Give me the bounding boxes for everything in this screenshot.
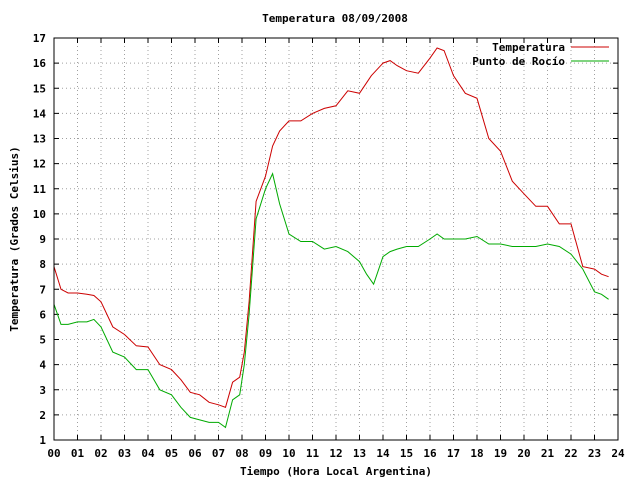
chart-title: Temperatura 08/09/2008 — [262, 12, 408, 25]
y-tick-label: 4 — [39, 359, 46, 372]
y-tick-label: 11 — [33, 183, 47, 196]
x-tick-label: 16 — [423, 447, 437, 460]
y-tick-label: 8 — [39, 258, 46, 271]
y-tick-label: 12 — [33, 158, 46, 171]
x-tick-label: 02 — [94, 447, 107, 460]
x-tick-label: 24 — [611, 447, 625, 460]
plot-frame — [53, 37, 619, 441]
legend-label-1: Punto de Rocío — [472, 55, 565, 68]
y-tick-label: 9 — [39, 233, 46, 246]
y-tick-label: 5 — [39, 334, 46, 347]
series-layer — [53, 47, 609, 429]
x-tick-label: 20 — [517, 447, 530, 460]
y-tick-label: 14 — [33, 107, 47, 120]
y-tick-label: 7 — [39, 283, 46, 296]
x-tick-label: 14 — [376, 447, 390, 460]
x-tick-label: 21 — [541, 447, 555, 460]
x-tick-label: 09 — [259, 447, 272, 460]
y-tick-label: 15 — [33, 82, 46, 95]
y-tick-label: 17 — [33, 32, 46, 45]
x-tick-label: 07 — [212, 447, 225, 460]
x-tick-label: 01 — [71, 447, 85, 460]
x-tick-label: 11 — [306, 447, 320, 460]
x-tick-label: 13 — [353, 447, 366, 460]
tick-layer: 00 01 02 03 04 05 06 07 08 09 10 11 12 13 14 15 16 17 18 19… — [33, 32, 625, 460]
x-tick-label: 00 — [47, 447, 60, 460]
x-tick-label: 10 — [282, 447, 295, 460]
x-tick-label: 23 — [588, 447, 601, 460]
y-tick-label: 2 — [39, 409, 46, 422]
y-tick-label: 3 — [39, 384, 46, 397]
y-axis-title: Temperatura (Grados Celsius) — [8, 146, 21, 331]
x-tick-label: 12 — [329, 447, 342, 460]
x-tick-label: 19 — [494, 447, 507, 460]
legend-label-0: Temperatura — [492, 41, 565, 54]
x-tick-label: 03 — [118, 447, 131, 460]
y-tick-label: 10 — [33, 208, 46, 221]
x-tick-label: 06 — [188, 447, 202, 460]
y-tick-label: 1 — [39, 434, 46, 447]
y-tick-label: 16 — [33, 57, 47, 70]
x-tick-label: 04 — [141, 447, 155, 460]
y-tick-label: 13 — [33, 133, 46, 146]
series-line-1 — [53, 172, 609, 429]
x-tick-label: 08 — [235, 447, 248, 460]
y-tick-label: 6 — [39, 308, 46, 321]
x-tick-label: 22 — [564, 447, 577, 460]
x-tick-label: 15 — [400, 447, 413, 460]
x-tick-label: 17 — [447, 447, 460, 460]
series-line-0 — [53, 47, 609, 408]
x-tick-label: 05 — [165, 447, 178, 460]
grid-layer — [54, 38, 618, 440]
x-tick-label: 18 — [470, 447, 483, 460]
x-axis-title: Tiempo (Hora Local Argentina) — [240, 465, 432, 478]
